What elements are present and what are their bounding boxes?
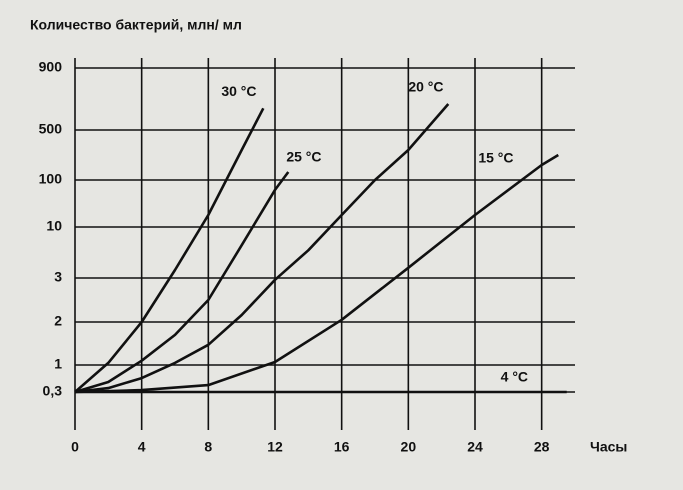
line-series — [74, 103, 450, 394]
y-tick-label: 3 — [54, 269, 62, 285]
y-tick-label: 0,3 — [43, 383, 63, 399]
x-tick-label: 4 — [138, 439, 146, 455]
y-tick-label: 10 — [46, 218, 62, 234]
series-label: 20 °C — [408, 79, 443, 95]
x-tick-label: 0 — [71, 439, 79, 455]
series-label: 25 °C — [286, 149, 321, 165]
y-tick-label: 2 — [54, 313, 62, 329]
y-tick-label: 1 — [54, 356, 62, 372]
series-label: 4 °C — [501, 369, 528, 385]
series-label: 15 °C — [478, 150, 513, 166]
x-tick-label: 16 — [334, 439, 350, 455]
line-series — [74, 107, 265, 393]
y-tick-label: 900 — [39, 59, 63, 75]
line-series — [74, 171, 290, 394]
y-tick-label: 500 — [39, 121, 63, 137]
chart-title: Количество бактерий, млн/ мл — [30, 17, 242, 33]
x-tick-label: 8 — [204, 439, 212, 455]
x-tick-label: 28 — [534, 439, 550, 455]
series-label: 30 °C — [221, 83, 256, 99]
line-series — [74, 153, 559, 394]
x-axis-label: Часы — [590, 439, 627, 455]
x-tick-label: 20 — [401, 439, 417, 455]
y-tick-label: 100 — [39, 171, 63, 187]
x-tick-label: 12 — [267, 439, 283, 455]
x-tick-label: 24 — [467, 439, 483, 455]
